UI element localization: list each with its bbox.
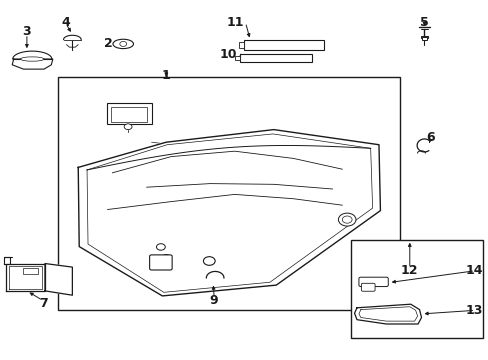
Polygon shape (45, 264, 72, 295)
FancyBboxPatch shape (358, 277, 387, 287)
Bar (58, 77, 399, 310)
Bar (238, 42, 244, 48)
Circle shape (338, 213, 355, 226)
Text: 14: 14 (465, 264, 482, 277)
Text: 9: 9 (209, 294, 218, 307)
Text: 5: 5 (419, 16, 428, 29)
Bar (23, 268, 38, 274)
Ellipse shape (20, 57, 44, 61)
Text: 11: 11 (226, 16, 244, 29)
Bar (244, 40, 323, 50)
Circle shape (120, 41, 126, 46)
Text: 4: 4 (61, 16, 70, 29)
Bar (421, 37, 427, 40)
Circle shape (203, 257, 215, 265)
Bar (239, 54, 311, 62)
Bar (350, 240, 482, 338)
Bar (234, 56, 239, 60)
Text: 12: 12 (400, 264, 418, 277)
Ellipse shape (113, 39, 133, 49)
Polygon shape (63, 35, 81, 40)
Text: 3: 3 (22, 25, 31, 38)
Bar (111, 107, 146, 122)
Circle shape (342, 216, 351, 223)
Circle shape (156, 244, 165, 250)
Polygon shape (354, 304, 421, 324)
Polygon shape (13, 51, 52, 59)
Circle shape (124, 124, 132, 130)
Text: 2: 2 (103, 37, 112, 50)
Polygon shape (6, 264, 45, 291)
Text: 1: 1 (162, 69, 170, 82)
Polygon shape (78, 130, 380, 296)
FancyBboxPatch shape (361, 283, 374, 291)
Bar (420, 36, 427, 38)
Polygon shape (12, 59, 53, 69)
Text: 10: 10 (219, 48, 237, 61)
Bar (106, 103, 151, 124)
Text: 7: 7 (39, 297, 47, 310)
Text: 6: 6 (425, 131, 434, 144)
FancyBboxPatch shape (149, 255, 172, 270)
Text: 13: 13 (465, 304, 482, 317)
Text: 8: 8 (161, 253, 169, 266)
